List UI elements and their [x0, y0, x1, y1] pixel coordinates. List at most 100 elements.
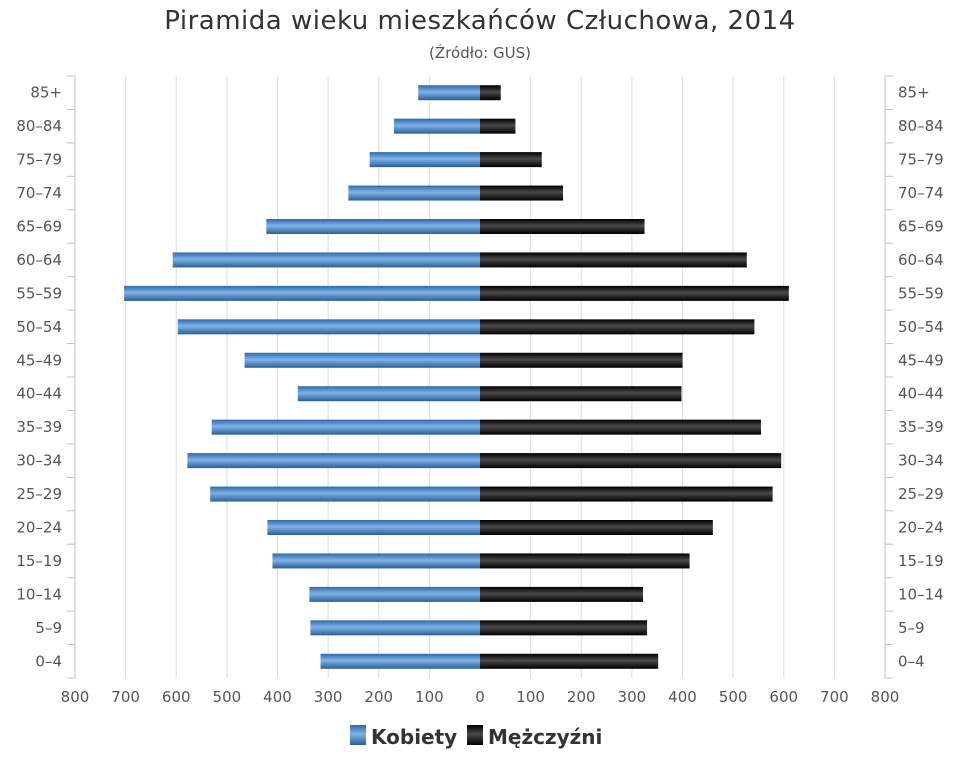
bar-mezczyzni-9 — [480, 352, 683, 368]
bar-mezczyzni-15 — [480, 152, 542, 168]
category-label-left: 45–49 — [16, 351, 62, 369]
category-label-left: 30–34 — [16, 452, 62, 470]
category-label-left: 80–84 — [16, 117, 62, 135]
category-label-right: 30–34 — [898, 452, 944, 470]
x-tick-label: 300 — [314, 688, 343, 706]
bar-mezczyzni-2 — [480, 586, 644, 602]
category-label-right: 10–14 — [898, 585, 944, 603]
bar-kobiety-16 — [393, 118, 480, 134]
category-label-right: 85+ — [898, 84, 930, 102]
bar-kobiety-5 — [210, 486, 480, 502]
category-label-right: 35–39 — [898, 418, 944, 436]
category-label-right: 45–49 — [898, 351, 944, 369]
category-label-left: 85+ — [30, 84, 62, 102]
category-label-right: 80–84 — [898, 117, 944, 135]
category-label-left: 60–64 — [16, 251, 62, 269]
bar-kobiety-1 — [310, 620, 480, 636]
bar-mezczyzni-17 — [480, 85, 501, 101]
bar-kobiety-14 — [348, 185, 480, 201]
chart-title: Piramida wieku mieszkańców Człuchowa, 20… — [164, 6, 796, 36]
category-label-right: 60–64 — [898, 251, 944, 269]
bar-kobiety-8 — [297, 386, 480, 402]
x-tick-label: 400 — [263, 688, 292, 706]
bar-mezczyzni-13 — [480, 219, 645, 234]
category-label-left: 5–9 — [35, 619, 62, 637]
category-label-left: 20–24 — [16, 519, 62, 537]
bar-kobiety-6 — [187, 453, 480, 469]
bar-mezczyzni-6 — [480, 453, 782, 469]
category-label-left: 15–19 — [16, 552, 62, 570]
category-label-right: 5–9 — [898, 619, 925, 637]
category-label-right: 40–44 — [898, 385, 944, 403]
category-label-left: 55–59 — [16, 284, 62, 302]
x-tick-label: 800 — [871, 688, 900, 706]
x-tick-label: 400 — [668, 688, 697, 706]
category-label-right: 50–54 — [898, 318, 944, 336]
category-label-left: 40–44 — [16, 385, 62, 403]
category-label-right: 75–79 — [898, 151, 944, 169]
chart-subtitle: (Źródło: GUS) — [429, 44, 531, 62]
bar-kobiety-10 — [177, 319, 481, 335]
category-label-right: 65–69 — [898, 218, 944, 236]
bar-mezczyzni-12 — [480, 252, 747, 268]
bar-kobiety-15 — [369, 152, 480, 168]
category-label-left: 10–14 — [16, 585, 62, 603]
bar-mezczyzni-11 — [480, 285, 789, 301]
x-tick-label: 800 — [61, 688, 90, 706]
category-label-left: 25–29 — [16, 485, 62, 503]
category-label-left: 65–69 — [16, 218, 62, 236]
bar-kobiety-4 — [267, 520, 480, 535]
category-label-right: 25–29 — [898, 485, 944, 503]
bar-kobiety-12 — [172, 252, 481, 268]
category-label-left: 0–4 — [35, 652, 62, 670]
bar-mezczyzni-10 — [480, 319, 755, 335]
x-tick-label: 600 — [162, 688, 191, 706]
category-label-right: 70–74 — [898, 184, 944, 202]
bar-kobiety-3 — [272, 553, 480, 569]
legend-label-mezczyzni[interactable]: Mężczyźni — [488, 725, 602, 749]
category-label-right: 0–4 — [898, 652, 925, 670]
bar-mezczyzni-14 — [480, 185, 564, 201]
bar-kobiety-0 — [320, 653, 480, 669]
tick-labels: 0–4 0–4 5–9 5–9 10–14 10–14 15–19 15–19 20–24 20–… — [16, 84, 943, 706]
axes — [67, 75, 893, 679]
x-tick-label: 0 — [475, 688, 485, 706]
bar-kobiety-2 — [309, 586, 480, 602]
x-tick-label: 600 — [769, 688, 798, 706]
x-tick-label: 200 — [567, 688, 596, 706]
bar-mezczyzni-16 — [480, 118, 516, 134]
bar-kobiety-7 — [211, 419, 480, 435]
legend[interactable]: Kobiety Mężczyźni — [350, 725, 602, 749]
bar-kobiety-17 — [418, 85, 480, 101]
category-label-right: 20–24 — [898, 519, 944, 537]
bar-kobiety-11 — [124, 285, 480, 301]
category-label-left: 50–54 — [16, 318, 62, 336]
x-tick-label: 500 — [719, 688, 748, 706]
x-tick-label: 500 — [213, 688, 242, 706]
bar-mezczyzni-8 — [480, 386, 682, 402]
x-tick-label: 100 — [516, 688, 545, 706]
legend-swatch-kobiety[interactable] — [350, 725, 366, 745]
x-tick-label: 200 — [364, 688, 393, 706]
x-tick-label: 700 — [111, 688, 140, 706]
legend-label-kobiety[interactable]: Kobiety — [371, 725, 457, 749]
x-tick-label: 100 — [415, 688, 444, 706]
bar-mezczyzni-0 — [480, 653, 659, 669]
bar-mezczyzni-7 — [480, 419, 761, 435]
category-label-left: 70–74 — [16, 184, 62, 202]
category-label-right: 15–19 — [898, 552, 944, 570]
bar-kobiety-13 — [266, 219, 480, 234]
bar-mezczyzni-5 — [480, 486, 773, 502]
bar-mezczyzni-3 — [480, 553, 690, 569]
category-label-left: 75–79 — [16, 151, 62, 169]
bars — [124, 85, 789, 669]
bar-kobiety-9 — [244, 352, 480, 368]
category-label-right: 55–59 — [898, 284, 944, 302]
legend-swatch-mezczyzni[interactable] — [467, 725, 483, 745]
x-tick-label: 700 — [820, 688, 849, 706]
category-label-left: 35–39 — [16, 418, 62, 436]
x-tick-label: 300 — [618, 688, 647, 706]
bar-mezczyzni-4 — [480, 520, 713, 535]
bar-mezczyzni-1 — [480, 620, 648, 636]
